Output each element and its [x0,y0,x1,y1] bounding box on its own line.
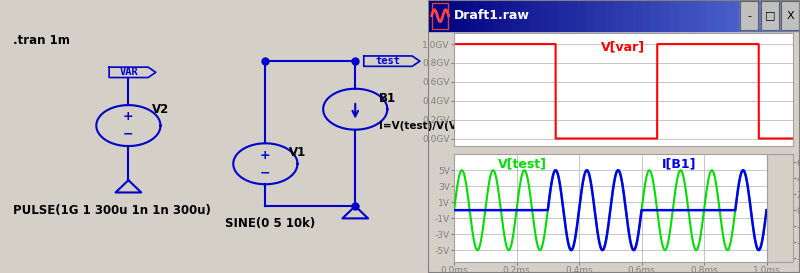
Bar [735,0,744,31]
Bar [614,0,623,31]
Bar [512,0,521,31]
Bar [763,0,772,31]
Bar [761,1,778,30]
Text: VAR: VAR [119,67,138,77]
Bar [586,0,595,31]
Bar [726,0,735,31]
Text: Draft1.raw: Draft1.raw [454,9,530,22]
Text: I[B1]: I[B1] [662,158,696,170]
Text: −: − [260,166,270,179]
Bar [605,0,614,31]
Bar [428,0,438,31]
Text: -: - [747,11,751,21]
Bar [474,0,484,31]
Bar [595,0,605,31]
Bar [432,3,449,29]
Text: +: + [260,149,270,162]
Bar [456,0,466,31]
Bar [679,0,688,31]
Text: −: − [123,128,134,141]
Bar [466,0,474,31]
Bar [502,0,512,31]
Bar [670,0,679,31]
Bar [782,1,799,30]
Text: B1: B1 [378,92,396,105]
Bar [741,1,758,30]
Bar [772,0,782,31]
Bar [558,0,567,31]
Bar [716,0,726,31]
Bar [761,1,778,30]
Bar [782,1,799,30]
Bar [633,0,642,31]
Text: V1: V1 [289,146,306,159]
Text: □: □ [765,11,775,21]
Text: V2: V2 [152,103,169,116]
Bar [549,0,558,31]
Bar [530,0,539,31]
Text: V[test]: V[test] [498,158,547,170]
Text: test: test [375,56,401,66]
Bar [754,0,763,31]
Bar [567,0,577,31]
Text: X: X [786,11,794,21]
Bar [707,0,716,31]
Text: +: + [123,110,134,123]
Bar [577,0,586,31]
Bar [446,0,456,31]
Text: PULSE(1G 1 300u 1n 1n 300u): PULSE(1G 1 300u 1n 1n 300u) [13,204,210,217]
Bar [521,0,530,31]
Text: SINE(0 5 10k): SINE(0 5 10k) [225,217,314,230]
Bar [539,0,549,31]
Bar [688,0,698,31]
Text: V[var]: V[var] [602,41,646,54]
Bar [782,0,790,31]
Bar [698,0,707,31]
Bar [651,0,661,31]
Bar [623,0,633,31]
Bar [493,0,502,31]
Text: I=V(test)/V(VAR): I=V(test)/V(VAR) [378,121,477,130]
Bar [438,0,446,31]
Bar [741,1,758,30]
Bar [661,0,670,31]
Bar [790,0,800,31]
Bar [744,0,754,31]
Text: .tran 1m: .tran 1m [13,34,70,48]
Bar [484,0,493,31]
Bar [642,0,651,31]
